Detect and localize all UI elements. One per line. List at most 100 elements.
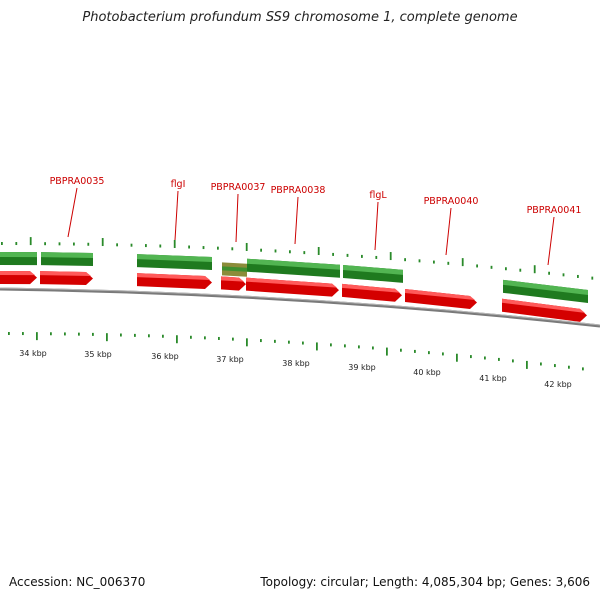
inner-tick (134, 333, 136, 337)
outer-tick (577, 274, 579, 278)
outer-tick (73, 242, 75, 246)
outer-tick (447, 261, 450, 265)
outer-tick (188, 245, 190, 249)
inner-tick (36, 332, 38, 341)
inner-tick (190, 335, 192, 339)
kbp-label: 36 kbp (151, 352, 179, 361)
inner-tick (302, 341, 304, 345)
gene-label: flgL (369, 190, 387, 201)
inner-tick (176, 335, 178, 344)
gene-arrow-red (502, 298, 587, 322)
inner-tick (120, 333, 122, 337)
outer-tick (303, 251, 306, 255)
inner-tick (288, 340, 290, 344)
inner-tick (442, 352, 444, 356)
kbp-label: 40 kbp (413, 368, 441, 377)
inner-tick (470, 355, 472, 359)
inner-tick (372, 346, 374, 350)
kbp-label: 41 kbp (479, 374, 507, 383)
inner-tick (106, 333, 108, 342)
outer-tick (591, 276, 594, 280)
outer-tick (548, 271, 550, 275)
inner-tick (512, 359, 514, 363)
inner-tick (400, 348, 402, 352)
outer-tick (101, 238, 104, 247)
inner-ticks (8, 332, 584, 371)
inner-tick (246, 338, 248, 347)
outer-tick (116, 243, 118, 247)
kbp-scale-labels: 34 kbp 35 kbp 36 kbp 37 kbp 38 kbp 39 kbp 40 k… (19, 349, 572, 389)
accession-text: Accession: NC_006370 (9, 575, 146, 589)
inner-tick (498, 357, 500, 361)
inner-tick (358, 345, 360, 349)
outer-tick (159, 244, 162, 248)
gene-bar-green (137, 254, 212, 270)
outer-tick (260, 248, 262, 252)
outer-tick (317, 246, 320, 255)
gene-label-leader (235, 193, 239, 243)
inner-tick (386, 347, 388, 356)
inner-tick (162, 334, 164, 338)
outer-tick (145, 244, 147, 248)
inner-tick (92, 332, 94, 336)
inner-tick (526, 360, 528, 369)
gene-bar-green (503, 279, 588, 304)
gene-bar-green (0, 252, 37, 266)
gene-label-leader (294, 196, 299, 245)
outer-tick (130, 243, 133, 247)
gene-label-leader (174, 190, 179, 241)
outer-tick (346, 253, 349, 257)
gene-label: PBPRA0037 (211, 182, 266, 193)
outer-tick (332, 252, 334, 256)
outer-tick (15, 242, 18, 246)
outer-tick (505, 267, 507, 271)
outer-tick (361, 254, 363, 258)
gene-bar-green (41, 252, 93, 266)
gene-arrow-red (221, 276, 246, 291)
gene-arrow-red (137, 273, 212, 289)
inner-tick (330, 343, 332, 347)
inner-tick (64, 332, 66, 336)
outer-tick (173, 239, 176, 248)
gene-label-leader (445, 207, 452, 256)
gene-label-leader (67, 187, 78, 238)
gene-label: PBPRA0041 (527, 205, 582, 216)
inner-tick (148, 334, 150, 338)
outer-tick (490, 265, 493, 269)
gene-arrow-red (342, 283, 402, 302)
inner-tick (316, 342, 318, 351)
inner-tick (274, 339, 276, 343)
outer-tick (1, 242, 3, 246)
inner-tick (218, 336, 220, 340)
kbp-label: 42 kbp (544, 380, 572, 389)
gene-arrow-red (246, 277, 339, 297)
outer-tick (389, 252, 392, 261)
chromosome-backbone (0, 287, 600, 328)
inner-tick (8, 332, 10, 336)
inner-tick (260, 339, 262, 343)
gene-labels: PBPRA0035 flgI PBPRA0037 PBPRA0038 flgL PBPRA… (50, 176, 582, 266)
inner-tick (232, 337, 234, 341)
outer-tick (461, 258, 464, 267)
outer-tick (404, 258, 406, 262)
gene-bar-olive (222, 262, 247, 277)
outer-tick (519, 268, 522, 272)
inner-tick (568, 365, 570, 369)
genome-summary-text: Topology: circular; Length: 4,085,304 bp… (260, 575, 590, 589)
inner-tick (484, 356, 486, 360)
outer-tick (562, 273, 565, 277)
kbp-label: 39 kbp (348, 363, 376, 372)
gene-bar-green (343, 264, 403, 283)
gene-arrow-red (405, 289, 477, 310)
kbp-label: 34 kbp (19, 349, 47, 358)
inner-tick (456, 353, 458, 362)
inner-tick (582, 367, 584, 371)
outer-tick (375, 255, 378, 259)
inner-tick (344, 344, 346, 348)
inner-tick (78, 332, 80, 336)
inner-tick (554, 364, 556, 368)
gene-arrow-red (0, 271, 37, 285)
gene-bar-green (247, 258, 340, 278)
gene-arrow-red (40, 271, 93, 285)
kbp-label: 38 kbp (282, 359, 310, 368)
